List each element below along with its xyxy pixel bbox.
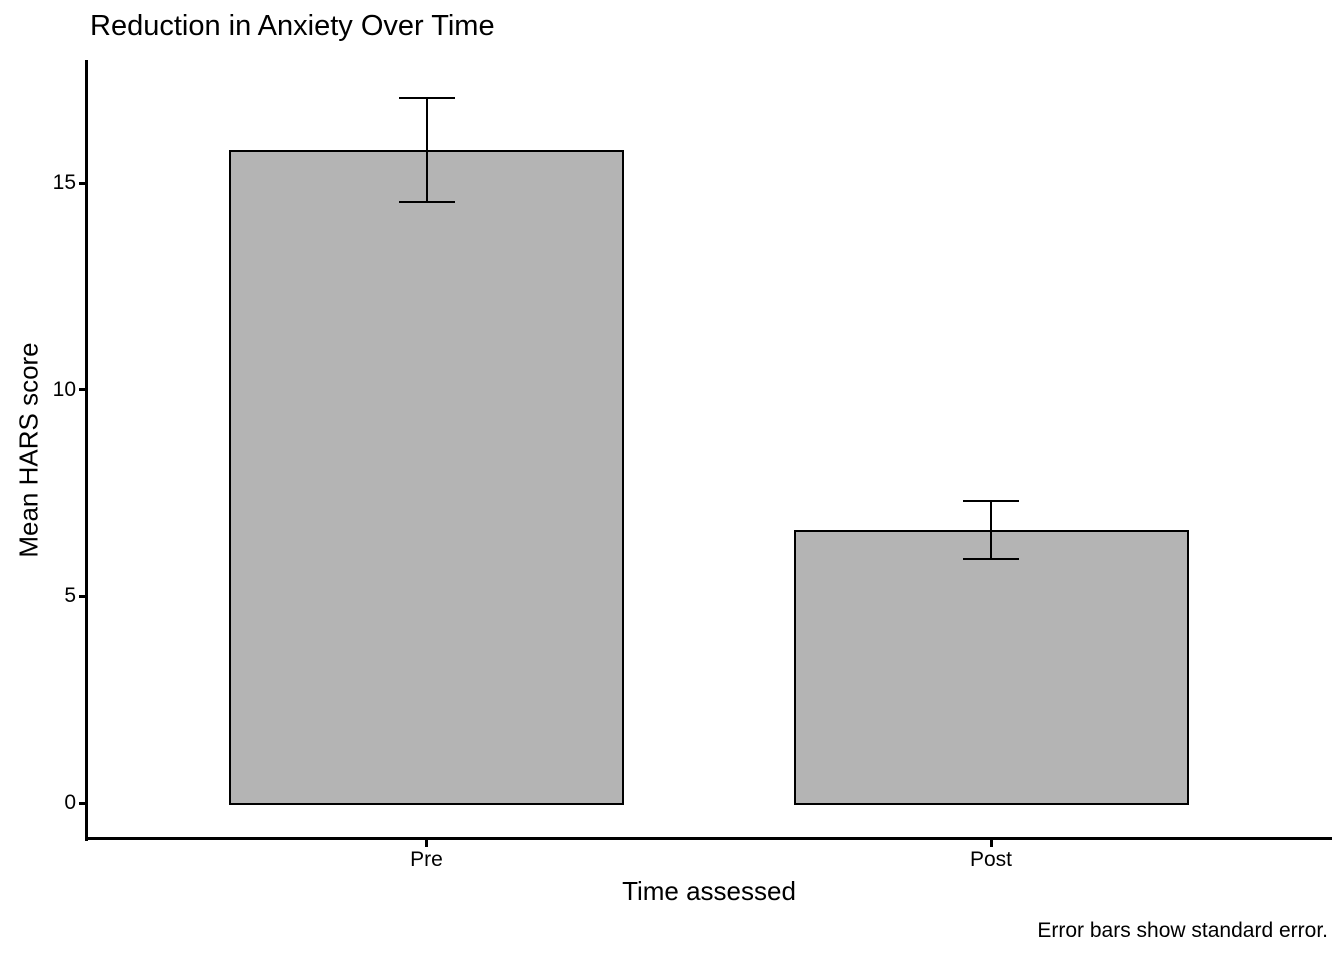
error-bar-bottom-cap-pre — [398, 200, 455, 203]
x-tick-label-pre: Pre — [410, 848, 443, 871]
y-tick-0 — [79, 801, 87, 805]
y-axis-title: Mean HARS score — [13, 342, 44, 558]
chart-title: Reduction in Anxiety Over Time — [90, 10, 495, 42]
y-axis-line — [85, 60, 88, 841]
y-tick-5 — [79, 594, 87, 598]
y-tick-label-0: 0 — [64, 791, 76, 814]
bar-post — [793, 530, 1189, 805]
x-axis-line — [85, 837, 1332, 840]
x-axis-title: Time assessed — [622, 876, 796, 906]
x-tick-label-post: Post — [969, 848, 1013, 871]
x-tick-post — [989, 840, 993, 847]
error-bar-stem-post — [990, 501, 992, 560]
error-bar-top-cap-pre — [398, 97, 455, 100]
error-bar-caption: Error bars show standard error. — [1037, 919, 1328, 942]
error-bar-stem-pre — [425, 98, 428, 202]
y-tick-label-10: 10 — [52, 377, 76, 401]
x-tick-pre — [425, 840, 428, 847]
y-tick-label-5: 5 — [64, 584, 76, 608]
y-tick-label-15: 15 — [52, 171, 76, 194]
y-tick-15 — [79, 181, 87, 185]
y-tick-10 — [79, 388, 87, 392]
bar-pre — [229, 149, 624, 805]
error-bar-top-cap-post — [963, 500, 1019, 503]
error-bar-bottom-cap-post — [963, 558, 1019, 561]
